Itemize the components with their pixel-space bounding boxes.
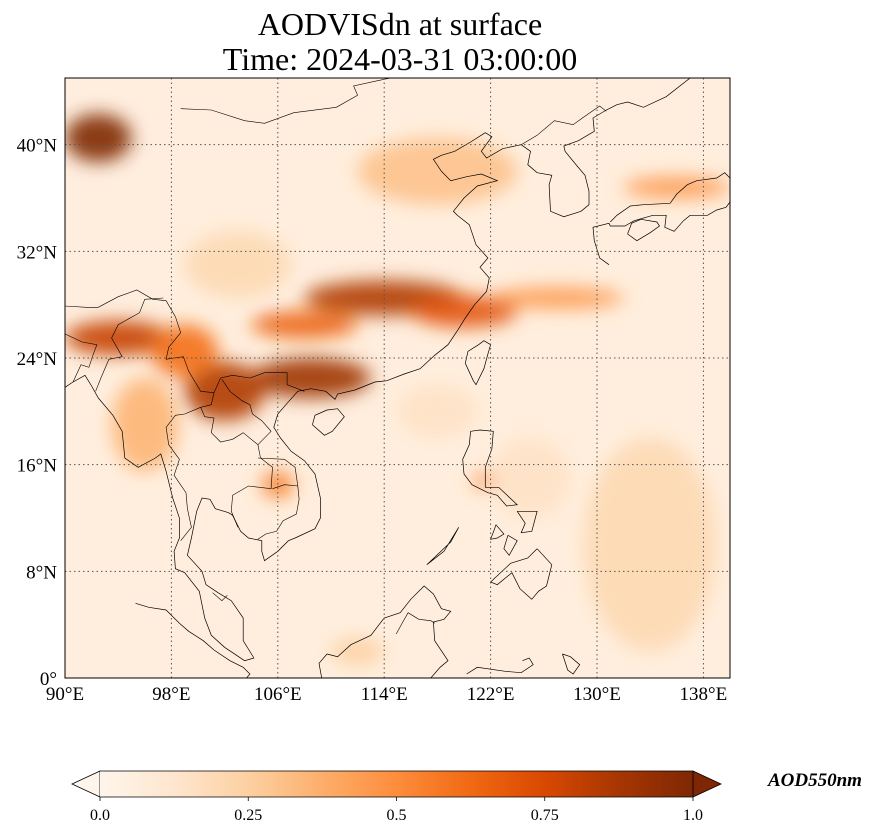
country-border bbox=[521, 105, 607, 145]
gridlines bbox=[65, 78, 730, 678]
latitude-ticks: 0° 8°N 16°N 24°N 32°N 40°N bbox=[17, 136, 58, 690]
country-border bbox=[95, 297, 164, 392]
colorbar-tick-label: 0.0 bbox=[90, 807, 110, 824]
country-border bbox=[221, 379, 272, 445]
longitude-tick-label: 122°E bbox=[467, 684, 515, 705]
aerosol-field bbox=[65, 114, 730, 665]
colorbar-tick-label: 0.25 bbox=[234, 807, 262, 824]
country-border bbox=[165, 407, 201, 541]
map-title-line1: AODVISdn at surface bbox=[257, 6, 543, 42]
country-border bbox=[65, 289, 305, 394]
aerosol-plume bbox=[357, 138, 518, 205]
aerosol-plume bbox=[251, 358, 371, 398]
country-border bbox=[257, 484, 300, 540]
aerosol-plume bbox=[397, 384, 478, 439]
coastline bbox=[489, 548, 553, 600]
aerosol-plume bbox=[473, 472, 495, 489]
coastline bbox=[464, 340, 492, 386]
colorbar: 0.0 0.25 0.5 0.75 1.0 bbox=[71, 770, 722, 824]
aerosol-plume bbox=[261, 471, 294, 498]
country-border bbox=[212, 592, 228, 602]
latitude-tick-label: 24°N bbox=[17, 349, 58, 370]
coastline bbox=[562, 653, 581, 675]
country-border bbox=[180, 78, 391, 124]
aerosol-plume bbox=[151, 324, 218, 379]
aerosol-plume bbox=[490, 287, 624, 309]
aerosol-plume bbox=[65, 320, 172, 356]
country-border bbox=[395, 612, 435, 635]
longitude-tick-label: 130°E bbox=[573, 684, 621, 705]
aerosol-plume bbox=[331, 638, 385, 665]
latitude-tick-label: 8°N bbox=[26, 562, 57, 583]
coastline bbox=[610, 172, 730, 223]
colorbar-extend-max bbox=[692, 770, 722, 798]
coastline bbox=[516, 510, 538, 534]
aerosol-plume bbox=[184, 231, 292, 298]
coastline bbox=[135, 602, 251, 678]
coastline bbox=[462, 429, 518, 507]
coastline bbox=[326, 585, 452, 678]
aerosol-plume bbox=[490, 438, 571, 518]
longitude-ticks: 90°E 98°E 106°E 114°E 122°E 130°E 138°E bbox=[46, 684, 727, 705]
country-border bbox=[200, 392, 273, 528]
colorbar-gradient bbox=[100, 771, 693, 797]
coastline bbox=[318, 653, 328, 678]
aerosol-plume bbox=[184, 362, 265, 421]
aerosol-plume bbox=[251, 311, 358, 338]
map-title-line2: Time: 2024-03-31 03:00:00 bbox=[222, 41, 578, 77]
aerosol-plume bbox=[111, 378, 179, 472]
colorbar-tick-label: 1.0 bbox=[683, 807, 703, 824]
coastline bbox=[490, 524, 505, 540]
colorbar-label: AOD550nm bbox=[768, 770, 862, 791]
aerosol-plume bbox=[65, 114, 132, 162]
longitude-tick-label: 98°E bbox=[152, 684, 190, 705]
coastline bbox=[592, 201, 730, 265]
longitude-tick-label: 106°E bbox=[254, 684, 302, 705]
coastlines bbox=[65, 78, 730, 678]
country-border bbox=[257, 457, 299, 487]
latitude-tick-label: 0° bbox=[40, 669, 57, 690]
country-border bbox=[65, 300, 66, 302]
aerosol-plume bbox=[583, 438, 717, 652]
coastline bbox=[426, 527, 460, 565]
coastline bbox=[466, 657, 534, 675]
latitude-tick-label: 32°N bbox=[17, 242, 58, 263]
country-border bbox=[65, 333, 98, 383]
latitude-tick-label: 16°N bbox=[17, 456, 58, 477]
coastline bbox=[310, 132, 522, 400]
longitude-tick-label: 138°E bbox=[680, 684, 728, 705]
colorbar-extend-min bbox=[71, 770, 101, 798]
colorbar-tick-label: 0.75 bbox=[531, 807, 559, 824]
latitude-tick-label: 40°N bbox=[17, 136, 58, 157]
colorbar-tick-label: 0.5 bbox=[387, 807, 407, 824]
coastline bbox=[503, 534, 518, 556]
map-frame bbox=[64, 77, 731, 679]
coastline bbox=[312, 408, 345, 436]
country-borders bbox=[65, 78, 607, 635]
aerosol-plume bbox=[623, 176, 730, 198]
longitude-tick-label: 114°E bbox=[361, 684, 408, 705]
longitude-tick-label: 90°E bbox=[46, 684, 84, 705]
coastline bbox=[65, 374, 321, 662]
coastline bbox=[627, 218, 660, 242]
coastline bbox=[520, 78, 691, 218]
